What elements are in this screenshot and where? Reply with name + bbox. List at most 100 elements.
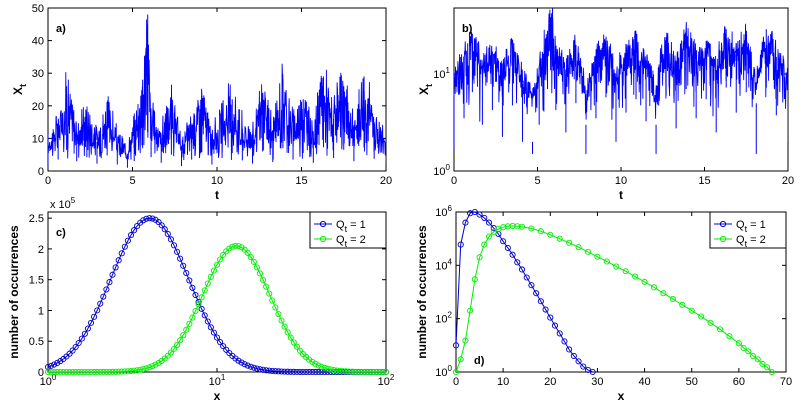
data-point-1 — [566, 346, 573, 353]
data-point-2 — [241, 246, 248, 253]
data-point-2 — [213, 261, 221, 268]
data-point-1 — [66, 350, 73, 357]
x-tick-label: 5 — [534, 175, 540, 187]
data-point-2 — [485, 233, 493, 240]
data-point-2 — [355, 368, 362, 375]
legend-marker — [319, 220, 327, 228]
y-axis-label: Xt — [417, 84, 434, 95]
data-point-2 — [556, 235, 563, 242]
data-point-2 — [155, 359, 162, 367]
data-point-1 — [164, 230, 171, 237]
data-point-1 — [244, 362, 251, 369]
data-point-2 — [613, 263, 620, 270]
data-point-2 — [204, 280, 211, 287]
data-point-1 — [528, 282, 535, 289]
series-line-2 — [48, 245, 386, 372]
y-tick-label: 100 — [433, 163, 450, 178]
data-point-2 — [278, 317, 285, 324]
data-point-2 — [51, 368, 58, 376]
data-point-2 — [481, 241, 488, 248]
data-point-1 — [518, 266, 526, 273]
panel-label: c) — [56, 227, 66, 239]
data-point-2 — [60, 368, 67, 376]
data-point-2 — [180, 332, 187, 339]
data-point-2 — [124, 368, 131, 375]
data-point-1 — [281, 368, 288, 375]
data-point-2 — [364, 368, 371, 375]
data-point-1 — [121, 243, 128, 250]
y-axis-label: Xt — [11, 84, 28, 95]
data-point-2 — [382, 368, 390, 376]
data-point-2 — [471, 276, 478, 283]
data-point-2 — [566, 239, 573, 246]
data-point-2 — [352, 368, 359, 375]
data-point-2 — [327, 366, 334, 373]
data-point-2 — [358, 368, 365, 375]
data-point-1 — [315, 368, 322, 376]
legend: Qt = 1Qt = 2 — [709, 211, 787, 249]
data-point-2 — [749, 352, 757, 359]
data-point-1 — [476, 211, 483, 218]
data-point-2 — [177, 337, 184, 344]
data-point-1 — [87, 319, 95, 326]
data-point-1 — [509, 251, 516, 258]
data-point-1 — [75, 339, 82, 347]
data-point-1 — [124, 237, 131, 244]
data-point-2 — [330, 366, 337, 374]
data-point-1 — [192, 291, 199, 299]
x-tick-label: 0 — [45, 175, 51, 187]
data-point-2 — [290, 339, 297, 346]
x-tick-label: 15 — [698, 175, 710, 187]
data-point-2 — [698, 313, 705, 320]
data-point-2 — [127, 367, 135, 375]
data-point-1 — [103, 286, 110, 293]
data-point-1 — [321, 368, 328, 376]
data-point-2 — [660, 290, 667, 297]
y-tick-label: 104 — [435, 257, 452, 272]
data-point-1 — [134, 223, 141, 230]
y-tick-label: 0 — [38, 367, 44, 379]
data-point-2 — [217, 256, 224, 263]
data-point-2 — [235, 243, 242, 250]
data-point-1 — [109, 271, 116, 278]
x-tick-label: 101 — [209, 373, 226, 388]
data-point-2 — [490, 228, 497, 235]
data-point-1 — [81, 330, 88, 337]
data-point-2 — [650, 284, 658, 291]
data-point-1 — [183, 270, 190, 277]
data-point-2 — [333, 367, 340, 374]
data-point-1 — [247, 363, 254, 370]
data-point-2 — [457, 356, 464, 363]
data-point-1 — [100, 293, 107, 300]
data-point-2 — [467, 307, 474, 314]
data-point-2 — [87, 368, 95, 376]
data-point-1 — [220, 343, 227, 350]
data-point-2 — [504, 223, 511, 230]
data-point-1 — [161, 226, 168, 233]
y-tick-label: 40 — [32, 36, 44, 48]
data-point-2 — [143, 365, 150, 372]
data-point-2 — [140, 366, 147, 373]
data-point-1 — [54, 359, 61, 367]
data-point-2 — [256, 270, 264, 277]
data-point-2 — [716, 326, 724, 333]
data-point-2 — [379, 368, 386, 376]
data-point-2 — [195, 301, 202, 308]
data-point-1 — [580, 363, 587, 370]
data-point-1 — [213, 334, 221, 341]
x-tick-label: 100 — [40, 373, 57, 388]
data-point-2 — [69, 368, 76, 376]
data-point-2 — [679, 301, 686, 308]
data-point-2 — [149, 363, 156, 370]
data-point-1 — [256, 366, 264, 373]
data-point-1 — [290, 368, 297, 375]
data-point-1 — [78, 335, 85, 342]
data-point-2 — [688, 307, 695, 314]
data-point-2 — [201, 287, 208, 294]
y-tick-label: 10 — [32, 133, 44, 145]
data-point-1 — [260, 366, 267, 373]
data-point-2 — [198, 294, 205, 301]
data-point-2 — [94, 368, 101, 376]
data-point-1 — [269, 367, 276, 374]
data-point-2 — [509, 222, 516, 229]
